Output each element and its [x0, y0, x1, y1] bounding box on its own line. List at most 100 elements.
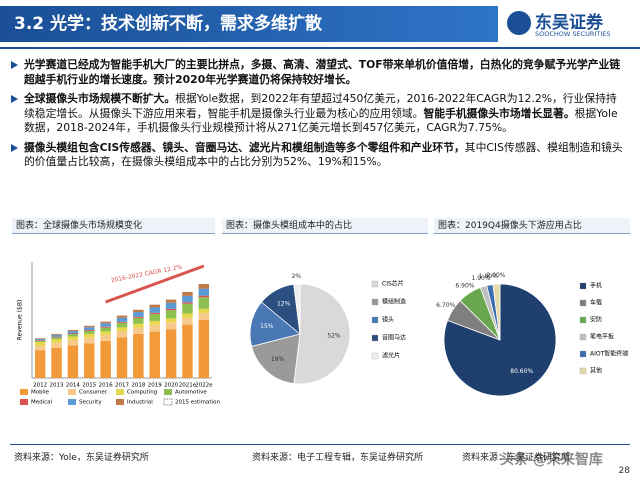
legend-label: 其他 — [590, 367, 602, 375]
bar-segment — [100, 321, 111, 324]
legend-swatch — [163, 398, 173, 406]
bar-segment — [51, 334, 62, 337]
bar-segment — [133, 323, 144, 328]
chart-caption: 图表：全球摄像头市场规模变化 — [12, 218, 215, 234]
data-label: 6.70% — [436, 302, 455, 309]
bar-segment — [149, 331, 160, 378]
legend-swatch — [164, 389, 172, 395]
bar-segment — [182, 291, 193, 296]
x-tick-label: 2017 — [115, 383, 129, 389]
legend-swatch — [20, 389, 28, 395]
bar-segment — [182, 303, 193, 314]
legend-label: Automotive — [175, 390, 207, 396]
data-label: 6.90% — [455, 282, 474, 289]
data-label: 80.60% — [510, 368, 533, 375]
bar-segment — [34, 345, 46, 351]
pie-slice — [293, 283, 351, 385]
data-label: 1.80% — [479, 273, 498, 280]
legend-swatch — [371, 352, 379, 360]
bar-segment — [149, 320, 160, 325]
data-label: 12% — [277, 301, 291, 308]
pie-slice — [251, 333, 301, 385]
legend-label: CIS芯片 — [382, 280, 404, 288]
bar-segment — [34, 350, 46, 378]
legend-label: 安防 — [590, 316, 602, 324]
legend-label: Security — [79, 400, 102, 406]
x-tick-label: 2016 — [99, 383, 113, 389]
legend-label: 车载 — [590, 299, 602, 307]
bar-segment — [182, 302, 193, 304]
legend-label: 音圈马达 — [382, 334, 406, 342]
data-label: 1.90% — [472, 275, 491, 282]
bar-segment — [84, 330, 95, 334]
legend-swatch — [579, 350, 587, 358]
bar-segment — [67, 333, 79, 335]
bar-segment — [149, 324, 160, 332]
logo-en: SOOCHOW SECURITIES — [535, 30, 611, 38]
bar-segment — [84, 325, 95, 328]
bar-segment — [165, 308, 177, 311]
pie-slice — [492, 283, 501, 341]
bar-segment — [149, 312, 160, 314]
bar-segment — [116, 315, 128, 318]
annotation-arrow — [105, 264, 205, 304]
bullet-text: 全球摄像头市场规模不断扩大。 — [24, 92, 176, 105]
legend-swatch — [371, 280, 379, 288]
x-tick-label: 2018 — [131, 383, 145, 389]
chart-caption: 图表：摄像头模组成本中的占比 — [222, 218, 428, 234]
x-tick-label: 2012 — [33, 383, 47, 389]
x-tick-label: 2015 — [82, 383, 96, 389]
bar-segment — [100, 340, 111, 378]
x-tick-label: 2014 — [66, 383, 80, 389]
bar-segment — [198, 320, 210, 378]
x-tick-label: 2022e — [195, 383, 213, 389]
logo-mark — [507, 11, 531, 35]
bar-segment — [116, 337, 128, 378]
bar-segment — [165, 329, 177, 378]
page-number: 28 — [618, 466, 630, 476]
bar-segment — [133, 327, 144, 334]
bar-segment — [198, 297, 210, 309]
bullet-text: 其中CIS传感器、模组制造和镜头的价值量占比较高，在摄像头模组成本中的占比分别为… — [24, 140, 623, 169]
source: 资料来源：电子工程专辑，东吴证券研究所 — [252, 453, 424, 463]
bar-segment — [51, 336, 62, 338]
legend-label: Consumer — [79, 390, 108, 396]
bar-segment — [116, 317, 128, 322]
logo-cn: 东吴证券 — [535, 13, 603, 33]
bar-segment — [116, 322, 128, 328]
bar-segment — [116, 331, 128, 338]
bar-segment — [165, 310, 177, 319]
bar-segment — [51, 342, 62, 348]
legend-label: 模组制造 — [382, 298, 406, 306]
bar-segment — [34, 340, 46, 341]
bar-segment — [198, 288, 210, 296]
legend-swatch — [579, 367, 587, 375]
bullet: 摄像头模组包含CIS传感器、镜头、音圈马达、滤光片和模组制造等多个零组件和产业环… — [11, 140, 624, 170]
bar-segment — [51, 333, 62, 335]
legend-swatch — [579, 282, 587, 290]
bar-segment — [133, 317, 144, 324]
legend-swatch — [579, 316, 587, 324]
bullet-text: 光学赛道已经成为智能手机大厂的主要比拼点，多摄、高清、潜望式、TOF带来单机价值… — [24, 58, 621, 86]
bar-segment — [84, 333, 95, 338]
bar-segment — [100, 323, 111, 327]
bar-segment — [182, 313, 193, 318]
bar-segment — [34, 338, 46, 340]
bar-segment — [133, 333, 144, 378]
bar-segment — [198, 313, 210, 320]
bar-segment — [34, 339, 46, 341]
bar-segment — [67, 345, 79, 378]
bar-segment — [51, 339, 62, 343]
bar-segment — [100, 327, 111, 332]
bar-segment — [165, 322, 177, 330]
legend-swatch — [116, 399, 124, 405]
y-axis-label: Revenue ($B) — [17, 300, 24, 341]
legend-label: 2015 estimation — [175, 400, 220, 406]
bar-segment — [84, 327, 95, 330]
annotation: 2016-2022 CAGR 12.2% — [110, 264, 183, 285]
legend-swatch — [116, 389, 124, 395]
bar-segment — [116, 321, 128, 323]
legend-swatch — [68, 399, 76, 405]
data-label: 15% — [260, 323, 274, 330]
